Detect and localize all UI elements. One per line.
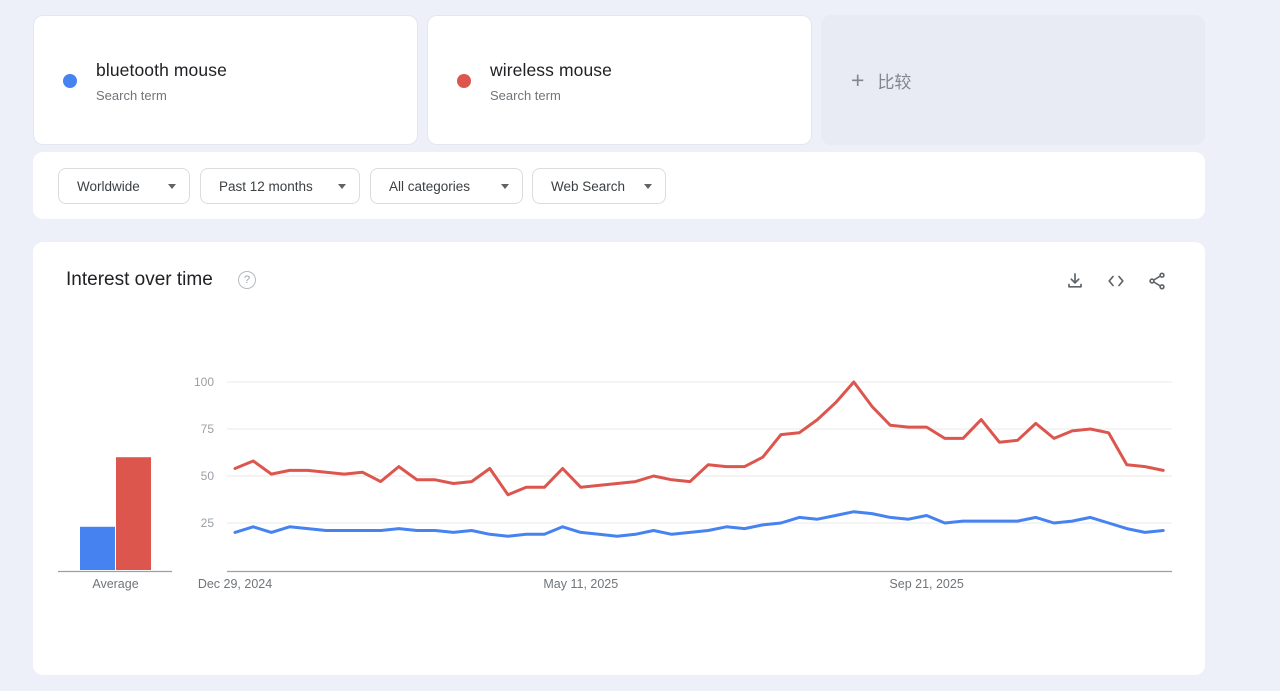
term-text-block: wireless mouse Search term	[490, 60, 612, 103]
series-color-dot-blue	[63, 74, 77, 88]
chevron-down-icon	[338, 183, 346, 189]
plus-icon: +	[851, 66, 865, 93]
chevron-down-icon	[168, 183, 176, 189]
time-range-dropdown-label: Past 12 months	[219, 178, 313, 194]
interest-over-time-chart: 25 50 75 100 Average Dec 29, 2024 May 11, 2025…	[58, 375, 1172, 591]
help-icon[interactable]: ?	[238, 271, 256, 289]
filter-bar: Worldwide Past 12 months All categories …	[33, 152, 1205, 219]
compare-label: 比较	[877, 72, 912, 92]
download-icon[interactable]	[1065, 271, 1085, 291]
series-color-dot-red	[457, 74, 471, 88]
region-dropdown-label: Worldwide	[77, 178, 140, 194]
share-icon[interactable]	[1147, 271, 1167, 291]
svg-text:25: 25	[201, 516, 215, 530]
svg-text:75: 75	[201, 422, 215, 436]
help-glyph: ?	[243, 274, 251, 286]
category-dropdown[interactable]: All categories	[370, 168, 523, 204]
svg-text:May 11, 2025: May 11, 2025	[543, 577, 618, 591]
svg-text:50: 50	[201, 469, 215, 483]
svg-text:Dec 29, 2024: Dec 29, 2024	[198, 577, 272, 591]
search-type-dropdown[interactable]: Web Search	[532, 168, 666, 204]
chart-actions	[1065, 271, 1167, 291]
interest-over-time-card: Interest over time ? 25 50 75 100	[33, 242, 1205, 675]
svg-text:Sep 21, 2025: Sep 21, 2025	[889, 577, 963, 591]
term-type-label: Search term	[96, 88, 167, 103]
svg-text:100: 100	[194, 375, 214, 389]
term-text-block: bluetooth mouse Search term	[96, 60, 227, 103]
term-type-label: Search term	[490, 88, 561, 103]
term-keyword: wireless mouse	[490, 60, 612, 80]
add-comparison-card[interactable]: + 比较	[821, 15, 1205, 145]
time-range-dropdown[interactable]: Past 12 months	[200, 168, 360, 204]
chevron-down-icon	[501, 183, 509, 189]
term-card-bluetooth-mouse[interactable]: bluetooth mouse Search term	[33, 15, 418, 145]
svg-text:Average: Average	[92, 577, 138, 591]
chart-title: Interest over time	[66, 269, 213, 290]
region-dropdown[interactable]: Worldwide	[58, 168, 190, 204]
embed-code-icon[interactable]	[1106, 271, 1126, 291]
search-type-dropdown-label: Web Search	[551, 178, 626, 194]
term-keyword: bluetooth mouse	[96, 60, 227, 80]
term-card-wireless-mouse[interactable]: wireless mouse Search term	[427, 15, 812, 145]
chevron-down-icon	[644, 183, 652, 189]
category-dropdown-label: All categories	[389, 178, 471, 194]
